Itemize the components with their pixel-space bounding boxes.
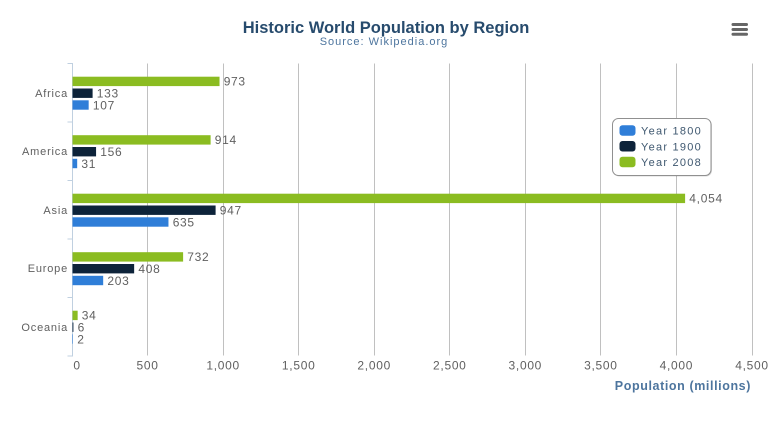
svg-text:4,054: 4,054	[689, 192, 723, 206]
svg-text:156: 156	[100, 145, 122, 159]
svg-text:2,500: 2,500	[433, 359, 467, 373]
svg-text:6: 6	[78, 321, 85, 335]
svg-text:3,500: 3,500	[584, 359, 618, 373]
svg-text:Europe: Europe	[28, 263, 68, 275]
svg-text:408: 408	[138, 262, 160, 276]
svg-text:3,000: 3,000	[509, 359, 543, 373]
svg-text:Year 1900: Year 1900	[641, 141, 702, 153]
svg-text:1,500: 1,500	[282, 359, 316, 373]
svg-text:973: 973	[224, 75, 246, 89]
svg-text:500: 500	[137, 359, 159, 373]
svg-text:4,000: 4,000	[660, 359, 694, 373]
svg-text:Year 1800: Year 1800	[641, 126, 702, 138]
svg-text:947: 947	[220, 204, 242, 218]
svg-text:Africa: Africa	[35, 88, 68, 100]
svg-text:133: 133	[97, 87, 119, 101]
svg-text:635: 635	[173, 215, 195, 229]
svg-text:1,000: 1,000	[206, 359, 240, 373]
svg-text:Oceania: Oceania	[21, 322, 68, 334]
svg-text:0: 0	[73, 359, 80, 373]
svg-text:203: 203	[107, 274, 129, 288]
svg-text:Year 2008: Year 2008	[641, 157, 702, 169]
svg-text:Source: Wikipedia.org: Source: Wikipedia.org	[320, 36, 449, 48]
svg-text:914: 914	[215, 133, 237, 147]
svg-text:2: 2	[77, 332, 84, 346]
svg-text:Historic World Population by R: Historic World Population by Region	[243, 19, 530, 37]
svg-text:107: 107	[93, 98, 115, 112]
svg-text:America: America	[22, 146, 68, 158]
svg-text:Population (millions): Population (millions)	[615, 379, 751, 393]
svg-text:4,500: 4,500	[735, 359, 769, 373]
svg-text:2,000: 2,000	[357, 359, 391, 373]
svg-text:34: 34	[82, 309, 97, 323]
svg-text:31: 31	[81, 157, 96, 171]
svg-text:732: 732	[187, 250, 209, 264]
svg-text:Asia: Asia	[43, 205, 68, 217]
